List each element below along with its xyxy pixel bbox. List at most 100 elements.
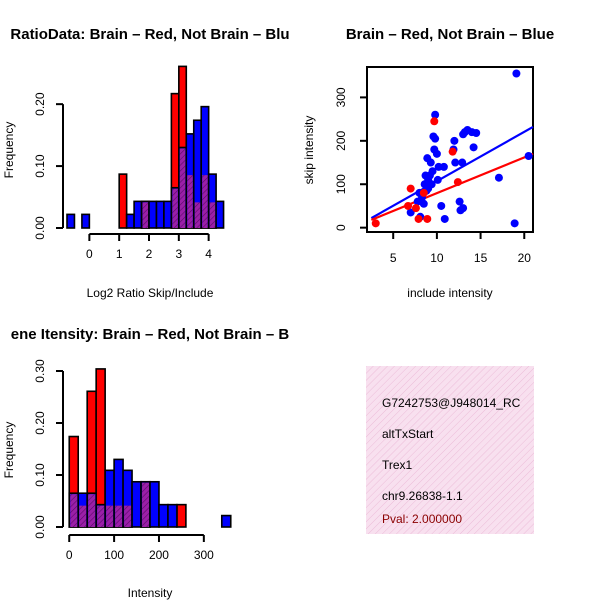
ratio-histogram-xlabel: Log2 Ratio Skip/Include [87, 286, 214, 300]
scatter-blue-point [433, 175, 442, 184]
ratio-x-tick-label: 1 [116, 247, 123, 261]
scatter-blue-point [419, 199, 428, 208]
scatter-blue-point [524, 152, 533, 161]
scatter-blue-point [450, 136, 459, 145]
ratio-x-tick-label: 2 [146, 247, 153, 261]
ratio-x-tick-label: 4 [205, 247, 212, 261]
scatter-title: Brain – Red, Not Brain – Blue [346, 26, 554, 43]
scatter-blue-fit-line [370, 125, 534, 220]
intensity-blue-bar [149, 480, 160, 528]
scatter-red-point [414, 214, 423, 223]
ratio-x-tick-label: 0 [86, 247, 93, 261]
scatter-blue-point [434, 162, 443, 171]
intensity-y-tick-label: 0.20 [33, 411, 47, 435]
intensity-overlap-bar [124, 505, 132, 527]
ratio-red-bar [118, 173, 128, 229]
scatter-xlabel: include intensity [407, 286, 492, 300]
scatter-y-tick-label: 300 [334, 87, 348, 107]
scatter-red-point [448, 147, 457, 156]
ratio-blue-bar [125, 213, 135, 229]
scatter-blue-point [459, 204, 468, 213]
intensity-overlap-bar [115, 505, 123, 527]
scatter-blue-point [431, 110, 440, 119]
ratio-histogram-bars [66, 65, 225, 229]
intensity-histogram-title: ene Itensity: Brain – Red, Not Brain – B [11, 326, 290, 343]
intensity-x-tick-label: 300 [194, 548, 214, 562]
ratio-y-tick-label: 0.00 [33, 216, 47, 240]
ratio-blue-bar [133, 200, 143, 229]
ratio-overlap-bar [172, 188, 178, 228]
ratio-y-tick-label: 0.20 [33, 92, 47, 116]
intensity-x-tick-label: 100 [104, 548, 124, 562]
scatter-plot-box [366, 66, 534, 233]
intensity-blue-bar [158, 503, 169, 528]
intensity-histogram-bars [68, 368, 232, 528]
intensity-blue-bar [131, 480, 142, 528]
intensity-red-bar [95, 368, 106, 528]
ratio-overlap-bar [179, 148, 186, 228]
scatter-y-tick-label: 100 [334, 174, 348, 194]
intensity-blue-bar [220, 514, 232, 528]
info-gene-name: Trex1 [382, 458, 413, 472]
intensity-overlap-bar [106, 505, 114, 527]
info-location: chr9.26838-1.1 [382, 489, 463, 503]
intensity-histogram-axes: 0 100 200 300 0.00 0.10 0.20 0.30 [33, 359, 214, 562]
scatter-blue-point [413, 197, 422, 206]
ratio-blue-bar [81, 213, 91, 229]
scatter-blue-point [458, 158, 467, 167]
info-event-type: altTxStart [382, 427, 434, 441]
ratio-blue-bar [66, 213, 76, 229]
scatter-red-fit-line [370, 152, 534, 221]
scatter-blue-point [512, 69, 521, 78]
intensity-y-tick-label: 0.30 [33, 359, 47, 383]
info-panel-clip: G7242753@J948014_RC altTxStart Trex1 chr… [366, 366, 534, 534]
scatter-x-tick-label: 10 [430, 251, 444, 265]
ratio-overlap-bar [142, 202, 149, 228]
ratio-x-tick-label: 3 [175, 247, 182, 261]
info-pval: Pval: 2.000000 [382, 512, 462, 526]
scatter-red-point [404, 201, 413, 210]
scatter-red-point [411, 204, 420, 213]
ratio-histogram-axes: 0 1 2 3 4 0.00 0.10 0.20 [33, 92, 212, 261]
scatter-red-point [419, 188, 428, 197]
scatter-x-tick-label: 20 [518, 251, 532, 265]
scatter-x-tick-label: 15 [474, 251, 488, 265]
scatter-blue-point [460, 128, 469, 137]
ratio-blue-bar [163, 200, 173, 229]
intensity-histogram-ylabel: Frequency [2, 422, 16, 479]
scatter-red-point [430, 117, 439, 126]
scatter-x-tick-label: 5 [390, 251, 397, 265]
scatter-panel: Brain – Red, Not Brain – Blue 5 10 15 20010… [302, 26, 554, 300]
intensity-blue-bar [167, 503, 178, 528]
intensity-overlap-bar [70, 494, 78, 527]
intensity-histogram-xlabel: Intensity [128, 586, 173, 600]
ratio-blue-bar [215, 200, 225, 229]
ratio-histogram-panel: RatioData: Brain – Red, Not Brain – Blu … [2, 26, 290, 300]
scatter-blue-point [472, 129, 481, 137]
scatter-blue-point [494, 173, 503, 182]
intensity-overlap-bar [88, 494, 96, 527]
ratio-overlap-bar [202, 175, 208, 228]
info-panel-background [366, 366, 534, 534]
ratio-blue-bar [155, 200, 165, 229]
info-probe-id: G7242753@J948014_RC [382, 396, 521, 410]
info-panel: G7242753@J948014_RC altTxStart Trex1 chr… [366, 366, 534, 534]
scatter-blue-point [455, 197, 464, 206]
intensity-overlap-bar [142, 482, 149, 527]
intensity-y-tick-label: 0.00 [33, 515, 47, 539]
scatter-red-point [453, 178, 462, 187]
scatter-ylabel: skip intensity [302, 116, 316, 185]
intensity-y-tick-label: 0.10 [33, 463, 47, 487]
scatter-red-point [406, 184, 415, 193]
scatter-red-point [371, 219, 380, 228]
scatter-marks [370, 69, 534, 228]
ratio-blue-bar [148, 200, 158, 229]
ratio-histogram-title: RatioData: Brain – Red, Not Brain – Blu [10, 26, 289, 43]
ratio-overlap-bar [209, 202, 216, 228]
scatter-blue-point [426, 158, 435, 167]
ratio-y-tick-label: 0.10 [33, 154, 47, 178]
scatter-blue-point [469, 143, 478, 152]
intensity-histogram-panel: ene Itensity: Brain – Red, Not Brain – B… [2, 326, 289, 600]
